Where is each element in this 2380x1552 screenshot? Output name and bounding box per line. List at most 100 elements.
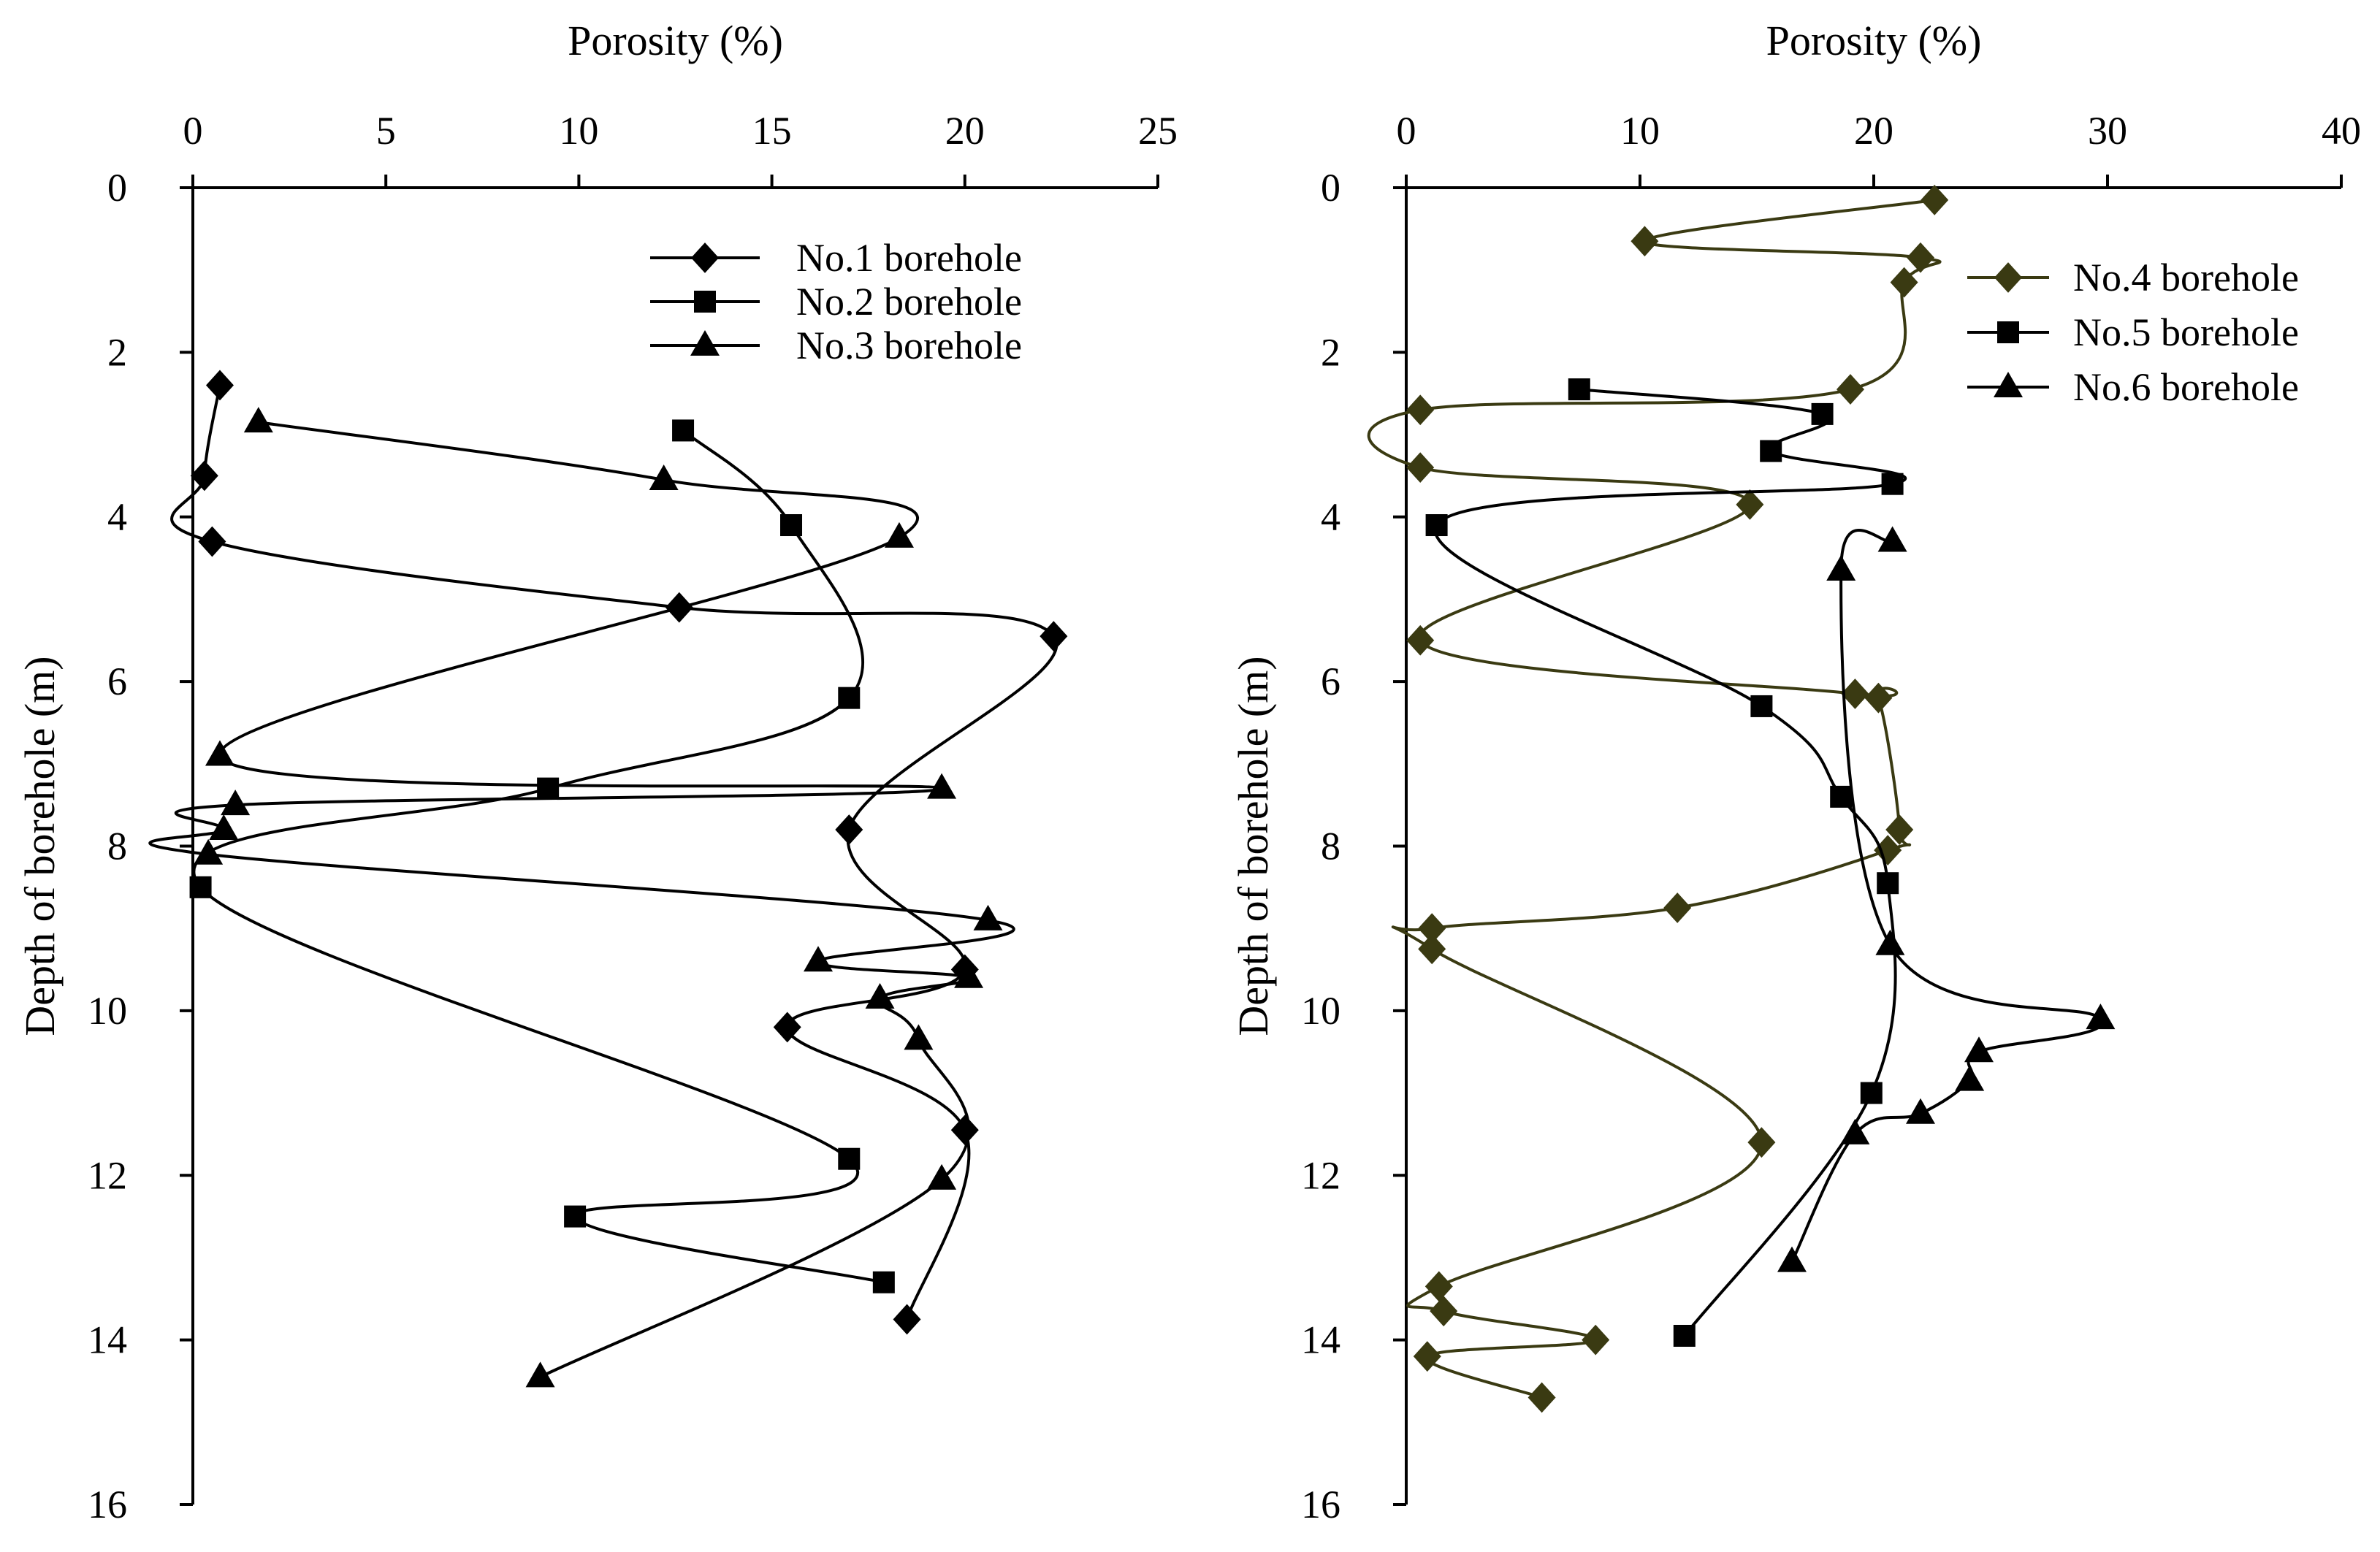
data-point (243, 407, 273, 433)
data-point (198, 526, 226, 557)
data-point (1875, 929, 1905, 955)
y-tick-label: 14 (88, 1318, 127, 1362)
legend-marker (694, 291, 716, 313)
y-tick-label: 8 (1321, 825, 1340, 868)
data-point (954, 962, 984, 988)
data-point (672, 419, 695, 442)
series-no-6-borehole (1777, 526, 2116, 1272)
y-tick-label: 4 (1321, 495, 1340, 539)
x-tick-label: 10 (1620, 109, 1660, 153)
legend-marker (690, 330, 720, 356)
data-point (1750, 695, 1773, 717)
data-point (1430, 1296, 1458, 1327)
data-point (1040, 621, 1068, 652)
x-tick-label: 10 (559, 109, 598, 153)
right-porosity-chart: 0 10 20 30 40 0 2 4 6 8 10 12 14 16 Porosity (%) Depth … (1229, 17, 2361, 1526)
y-tick-label: 6 (107, 660, 127, 703)
data-point (1736, 489, 1764, 520)
data-point (893, 1304, 921, 1335)
data-point (838, 1147, 861, 1170)
data-point (1841, 678, 1869, 709)
data-point (1418, 913, 1446, 944)
data-point (2086, 1004, 2116, 1030)
data-point (1424, 1271, 1453, 1302)
y-tick-label: 12 (88, 1153, 127, 1197)
x-tick-label: 0 (1397, 109, 1416, 153)
data-point (1890, 267, 1918, 298)
data-point (1874, 835, 1902, 866)
data-point (1860, 1082, 1883, 1104)
data-point (1413, 1341, 1441, 1372)
y-tick-label: 4 (107, 495, 127, 539)
data-point (1673, 1324, 1696, 1347)
legend-label: No.5 borehole (2073, 310, 2299, 354)
data-point (1877, 872, 1899, 895)
y-tick-label: 0 (1321, 166, 1340, 210)
series-no-5-borehole (1425, 378, 1907, 1347)
legend-entry: No.6 borehole (1967, 365, 2299, 409)
x-tick-label: 30 (2088, 109, 2127, 153)
data-point (973, 904, 1003, 930)
x-tick-label: 20 (1854, 109, 1893, 153)
legend-label: No.6 borehole (2073, 365, 2299, 409)
series-no-4-borehole (1367, 185, 1949, 1413)
x-tick-label: 0 (183, 109, 203, 153)
data-point (927, 1163, 957, 1190)
data-point (1921, 185, 1949, 215)
data-point (1406, 624, 1435, 656)
left-porosity-chart: 0 5 10 15 20 25 0 2 4 6 8 10 12 14 16 Porosity (%) Depth… (16, 17, 1178, 1526)
y-tick-label: 0 (107, 166, 127, 210)
data-point (1527, 1382, 1556, 1413)
data-point (649, 465, 679, 491)
data-point (804, 946, 834, 972)
data-point (1885, 814, 1914, 845)
y-tick-label: 16 (88, 1483, 127, 1526)
data-point (1418, 933, 1446, 965)
data-point (1955, 1065, 1985, 1091)
data-point (1864, 682, 1893, 714)
legend-entry: No.1 borehole (650, 236, 1022, 280)
y-tick-label: 14 (1301, 1318, 1340, 1362)
data-point (1582, 1324, 1610, 1356)
data-point (835, 814, 863, 845)
y-tick-label: 8 (107, 825, 127, 868)
y-tick-label: 2 (107, 330, 127, 374)
legend-marker (1997, 321, 2019, 343)
data-point (525, 1361, 555, 1388)
data-point (773, 1012, 801, 1043)
x-axis-title: Porosity (%) (568, 17, 783, 64)
legend-label: No.4 borehole (2073, 256, 2299, 299)
y-axis-title: Depth of borehole (m) (1229, 656, 1277, 1036)
data-point (904, 1024, 934, 1050)
data-point (838, 687, 861, 709)
data-point (537, 777, 560, 800)
data-point (1826, 554, 1856, 581)
y-tick-label: 6 (1321, 660, 1340, 703)
data-point (205, 740, 234, 766)
data-point (1840, 1118, 1870, 1144)
y-axis-title: Depth of borehole (m) (16, 656, 64, 1036)
legend-entry: No.5 borehole (1967, 310, 2299, 354)
data-point (1881, 473, 1904, 495)
data-point (1906, 1098, 1935, 1124)
data-point (221, 790, 251, 816)
legend-marker (1994, 372, 2023, 397)
data-point (927, 773, 957, 799)
series-no-2-borehole (189, 419, 895, 1293)
data-point (1663, 892, 1692, 923)
legend-label: No.2 borehole (796, 280, 1022, 324)
data-point (1877, 526, 1907, 552)
x-axis-title: Porosity (%) (1766, 17, 1982, 64)
data-point (1811, 402, 1834, 425)
data-point (1747, 1127, 1776, 1158)
data-point (190, 460, 218, 492)
legend-entry: No.3 borehole (650, 324, 1022, 367)
data-point (1406, 394, 1435, 426)
x-tick-label: 40 (2322, 109, 2361, 153)
y-tick-label: 10 (88, 989, 127, 1033)
data-point (205, 370, 234, 401)
data-point (950, 1115, 979, 1146)
data-point (564, 1205, 587, 1228)
data-point (1777, 1246, 1807, 1272)
